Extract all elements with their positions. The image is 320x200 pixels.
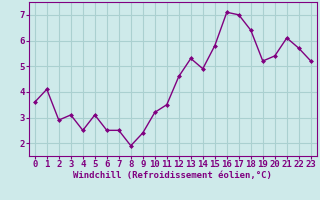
X-axis label: Windchill (Refroidissement éolien,°C): Windchill (Refroidissement éolien,°C) [73,171,272,180]
